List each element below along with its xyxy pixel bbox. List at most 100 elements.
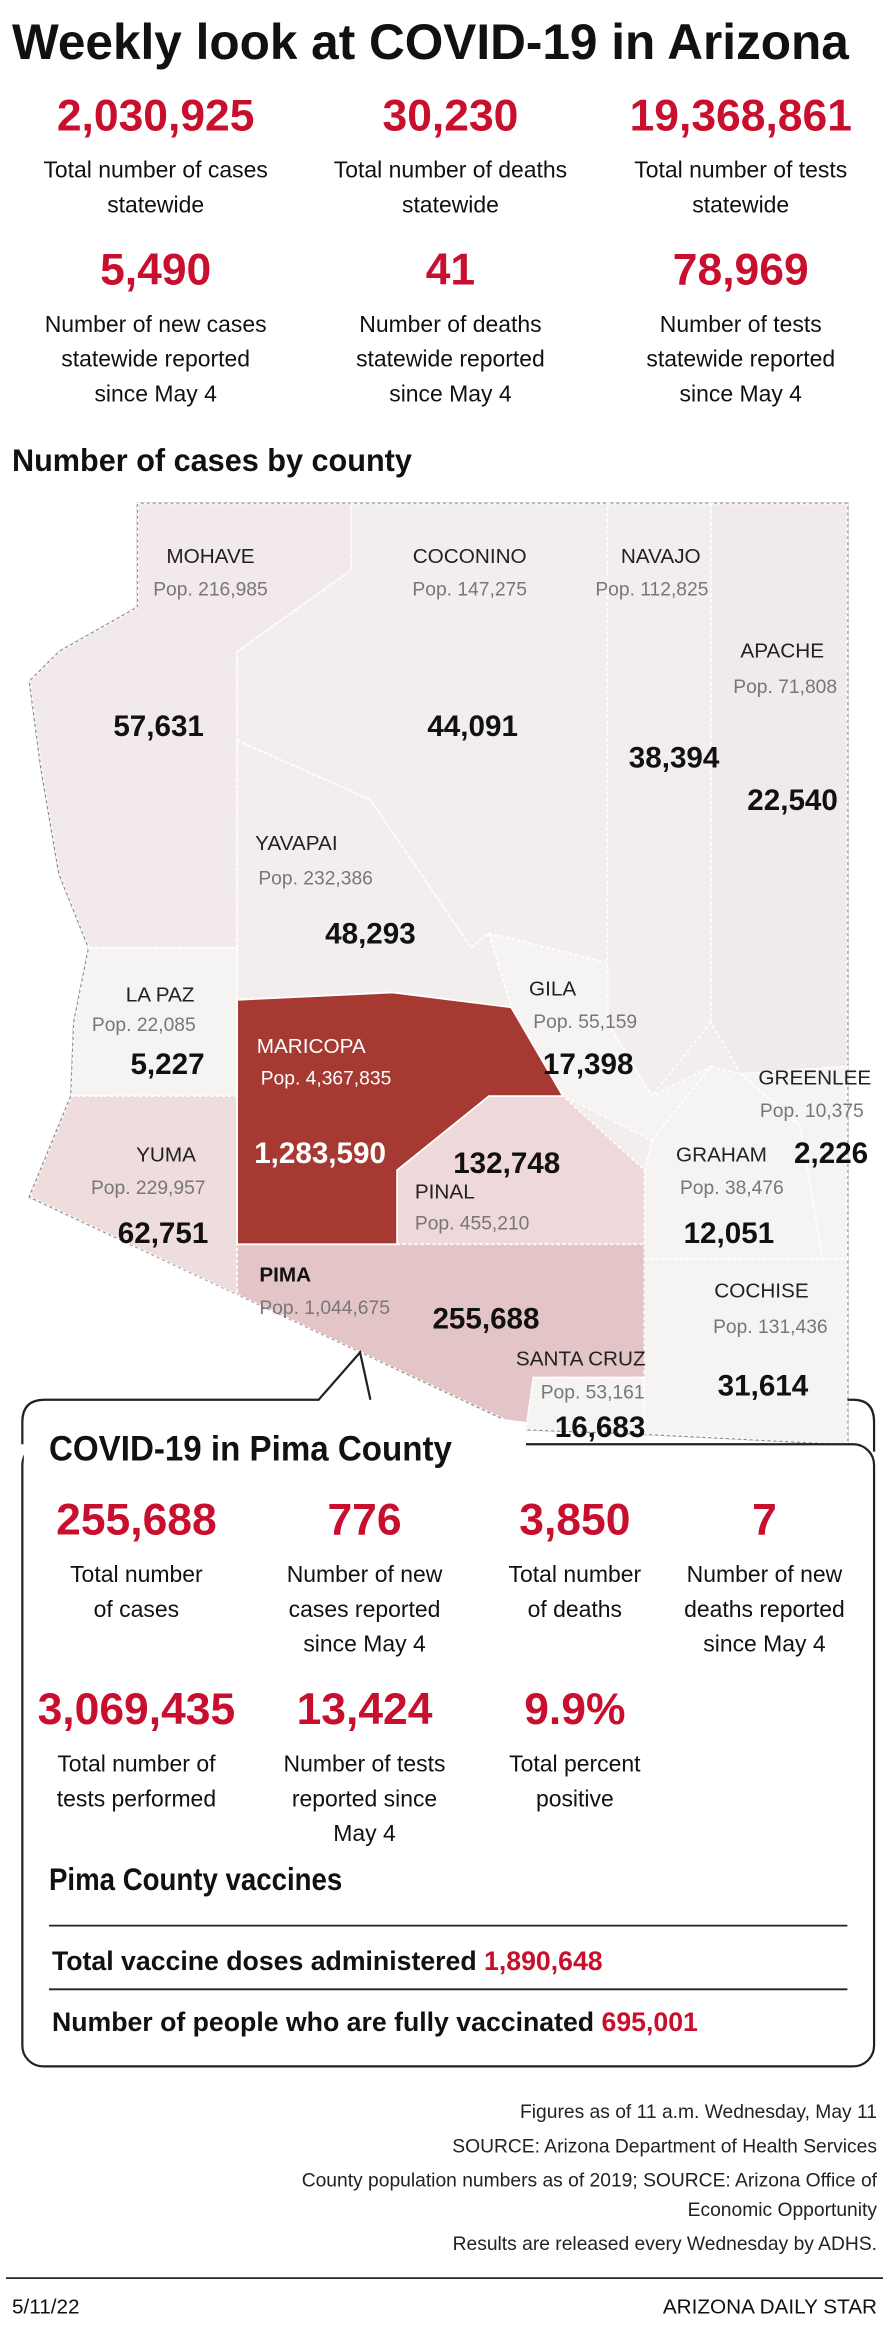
stat-label: Number of tests — [660, 311, 822, 337]
county-name: APACHE — [740, 640, 824, 663]
county-shape — [28, 502, 353, 949]
box-pointer — [21, 1349, 876, 1452]
county-population: Pop. 131,436 — [713, 1317, 828, 1338]
county-cases: 16,683 — [555, 1411, 646, 1444]
stat-label: since May 4 — [680, 380, 803, 406]
stat-label: statewide reported — [356, 346, 545, 372]
county-population: Pop. 216,985 — [153, 579, 268, 600]
county-name: GREENLEE — [758, 1066, 871, 1089]
county-cases: 2,226 — [794, 1137, 868, 1170]
footer-note: Economic Opportunity — [688, 2200, 878, 2221]
county-cases: 48,293 — [325, 918, 416, 951]
stat-label: of cases — [94, 1596, 179, 1622]
stat-value: 7 — [752, 1496, 777, 1545]
pima-box: COVID-19 in Pima County Pima County vacc… — [21, 1349, 876, 2068]
stat-label: Total number of tests — [634, 157, 847, 183]
vaccine-row: Total vaccine doses administered 1,890,6… — [52, 1946, 603, 1976]
stat-label: positive — [536, 1785, 614, 1811]
stat-label: Number of new — [287, 1561, 443, 1587]
county-population: Pop. 232,386 — [258, 868, 373, 889]
county-population: Pop. 1,044,675 — [259, 1298, 390, 1319]
county-name: YAVAPAI — [255, 832, 338, 855]
stat-label: Number of new cases — [45, 311, 267, 337]
stat-value: 78,969 — [673, 245, 809, 294]
row-label: Total vaccine doses administered — [52, 1946, 477, 1976]
stat-value: 41 — [426, 245, 475, 294]
stat-value: 30,230 — [382, 91, 518, 140]
county-population: Pop. 55,159 — [533, 1012, 637, 1033]
stat-label: since May 4 — [303, 1631, 426, 1657]
date: 5/11/22 — [12, 2296, 80, 2319]
row-value: 695,001 — [602, 2007, 699, 2037]
county-population: Pop. 10,375 — [760, 1101, 864, 1122]
stat-label: statewide — [692, 192, 789, 218]
stat-label: Total number of cases — [43, 157, 267, 183]
stat-label: Number of tests — [284, 1751, 446, 1777]
county-name: COCHISE — [714, 1280, 808, 1303]
stat-label: deaths reported — [684, 1596, 845, 1622]
stat-label: since May 4 — [94, 380, 217, 406]
county-name: MOHAVE — [166, 545, 254, 568]
county-cases: 57,631 — [113, 710, 204, 743]
county-cases: 132,748 — [453, 1147, 560, 1180]
stat-value: 2,030,925 — [57, 91, 255, 140]
stat-value: 3,850 — [519, 1496, 630, 1545]
county-cases: 62,751 — [118, 1217, 209, 1250]
county-population: Pop. 38,476 — [680, 1178, 784, 1199]
footer-note: County population numbers as of 2019; SO… — [302, 2170, 878, 2191]
stat-value: 255,688 — [56, 1496, 217, 1545]
box-fill — [23, 1352, 526, 1467]
stat-label: Number of new — [687, 1561, 843, 1587]
stat-label: Total number — [70, 1561, 203, 1587]
stat-label: since May 4 — [703, 1631, 826, 1657]
stat-value: 3,069,435 — [38, 1685, 236, 1734]
county-population: Pop. 53,161 — [541, 1382, 645, 1403]
county-name: MARICOPA — [257, 1035, 366, 1058]
county-name: COCONINO — [413, 545, 527, 568]
county-name: NAVAJO — [621, 545, 701, 568]
stat-label: Total number — [509, 1561, 642, 1587]
stat-label: Number of deaths — [359, 311, 541, 337]
stat-value: 9.9% — [524, 1685, 625, 1734]
county-shape — [28, 1095, 239, 1297]
county-name: PIMA — [259, 1263, 311, 1286]
stat-label: statewide reported — [646, 346, 835, 372]
stat-label: statewide — [402, 192, 499, 218]
county-cases: 255,688 — [432, 1303, 539, 1336]
footer-note: Results are released every Wednesday by … — [453, 2234, 877, 2255]
county-cases: 1,283,590 — [254, 1137, 386, 1170]
vaccine-row: Number of people who are fully vaccinate… — [52, 2007, 698, 2037]
stat-label: statewide — [107, 192, 204, 218]
county-name: PINAL — [415, 1180, 475, 1203]
county-cases: 31,614 — [718, 1369, 809, 1402]
stat-label: reported since — [292, 1785, 437, 1811]
stat-label: May 4 — [333, 1820, 396, 1846]
county-shape — [236, 991, 565, 1246]
county-population: Pop. 22,085 — [92, 1015, 196, 1036]
county-name: LA PAZ — [126, 983, 195, 1006]
county-population: Pop. 112,825 — [595, 579, 708, 600]
county-name: SANTA CRUZ — [516, 1348, 646, 1371]
title: Weekly look at COVID-19 in Arizona — [12, 13, 850, 70]
stat-value: 776 — [327, 1496, 401, 1545]
county-cases: 38,394 — [629, 741, 720, 774]
county-population: Pop. 4,367,835 — [261, 1068, 392, 1089]
stat-label: statewide reported — [61, 346, 250, 372]
stat-label: Total number of — [57, 1751, 216, 1777]
county-population: Pop. 147,275 — [412, 579, 527, 600]
arizona-map: MOHAVE Pop. 216,985 57,631 COCONINO Pop. 147… — [28, 502, 871, 1446]
county-cases: 5,227 — [130, 1048, 204, 1081]
row-value: 1,890,648 — [484, 1946, 603, 1976]
stat-label: tests performed — [57, 1785, 216, 1811]
county-name: GRAHAM — [676, 1143, 767, 1166]
credit: ARIZONA DAILY STAR — [663, 2296, 877, 2319]
row-label: Number of people who are fully vaccinate… — [52, 2007, 594, 2037]
stat-label: Total number of deaths — [334, 157, 567, 183]
pima-title: COVID-19 in Pima County — [49, 1429, 452, 1469]
county-cases: 22,540 — [747, 784, 838, 817]
stat-value: 13,424 — [297, 1685, 433, 1734]
county-cases: 44,091 — [427, 710, 518, 743]
stat-label: since May 4 — [389, 380, 512, 406]
county-shape — [738, 1065, 849, 1260]
